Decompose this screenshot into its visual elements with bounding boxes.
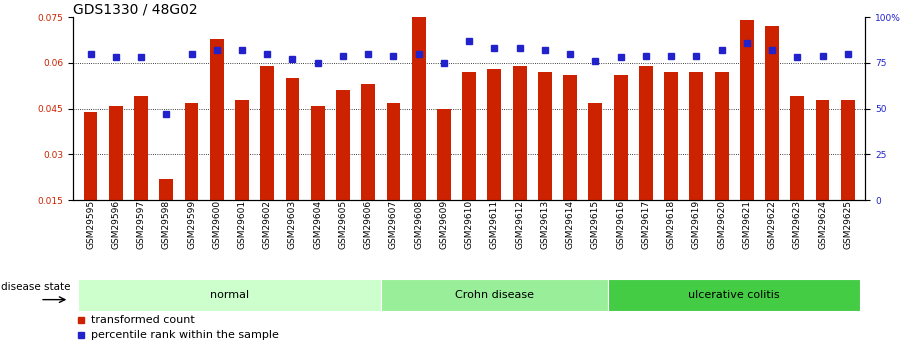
Text: GSM29624: GSM29624 — [818, 200, 827, 249]
Bar — [487, 69, 501, 200]
Bar — [608, 279, 860, 311]
Bar — [664, 72, 678, 200]
Text: GSM29600: GSM29600 — [212, 200, 221, 249]
Bar — [210, 39, 224, 200]
Text: GSM29616: GSM29616 — [616, 200, 625, 249]
Bar — [108, 106, 123, 200]
Text: Crohn disease: Crohn disease — [455, 290, 534, 300]
Text: GDS1330 / 48G02: GDS1330 / 48G02 — [73, 2, 198, 16]
Bar — [714, 72, 729, 200]
Bar — [336, 90, 350, 200]
Text: GSM29615: GSM29615 — [591, 200, 599, 249]
Bar — [462, 72, 476, 200]
Bar — [513, 66, 527, 200]
Text: ulcerative colitis: ulcerative colitis — [689, 290, 780, 300]
Text: GSM29623: GSM29623 — [793, 200, 802, 249]
Text: GSM29596: GSM29596 — [111, 200, 120, 249]
Bar — [791, 97, 804, 200]
Text: GSM29625: GSM29625 — [844, 200, 853, 249]
Text: GSM29607: GSM29607 — [389, 200, 398, 249]
Bar — [639, 66, 653, 200]
Bar — [362, 84, 375, 200]
Bar — [159, 179, 173, 200]
Bar — [78, 279, 381, 311]
Text: GSM29622: GSM29622 — [768, 200, 776, 249]
Bar — [311, 106, 324, 200]
Text: GSM29611: GSM29611 — [490, 200, 499, 249]
Bar — [185, 102, 199, 200]
Text: GSM29599: GSM29599 — [187, 200, 196, 249]
Text: GSM29606: GSM29606 — [363, 200, 373, 249]
Bar — [412, 17, 425, 200]
Text: GSM29602: GSM29602 — [262, 200, 271, 249]
Bar — [690, 72, 703, 200]
Text: GSM29604: GSM29604 — [313, 200, 322, 249]
Text: GSM29619: GSM29619 — [691, 200, 701, 249]
Bar — [261, 66, 274, 200]
Text: disease state: disease state — [2, 282, 71, 292]
Text: GSM29620: GSM29620 — [717, 200, 726, 249]
Text: GSM29605: GSM29605 — [339, 200, 347, 249]
Bar — [765, 27, 779, 200]
Bar — [740, 20, 753, 200]
Text: transformed count: transformed count — [91, 315, 195, 325]
Text: GSM29598: GSM29598 — [162, 200, 170, 249]
Bar — [84, 112, 97, 200]
Text: GSM29618: GSM29618 — [667, 200, 676, 249]
Text: GSM29595: GSM29595 — [86, 200, 95, 249]
Bar — [589, 102, 602, 200]
Text: percentile rank within the sample: percentile rank within the sample — [91, 331, 279, 340]
Text: GSM29614: GSM29614 — [566, 200, 575, 249]
Bar — [815, 99, 830, 200]
Bar — [614, 75, 628, 200]
Bar — [381, 279, 608, 311]
Bar — [386, 102, 400, 200]
Text: GSM29612: GSM29612 — [515, 200, 524, 249]
Text: GSM29601: GSM29601 — [238, 200, 247, 249]
Text: GSM29609: GSM29609 — [439, 200, 448, 249]
Bar — [285, 78, 300, 200]
Text: GSM29613: GSM29613 — [540, 200, 549, 249]
Text: GSM29621: GSM29621 — [742, 200, 752, 249]
Text: GSM29617: GSM29617 — [641, 200, 650, 249]
Text: GSM29610: GSM29610 — [465, 200, 474, 249]
Bar — [563, 75, 577, 200]
Bar — [538, 72, 552, 200]
Bar — [437, 109, 451, 200]
Bar — [841, 99, 855, 200]
Bar — [134, 97, 148, 200]
Text: normal: normal — [210, 290, 249, 300]
Bar — [235, 99, 249, 200]
Text: GSM29597: GSM29597 — [137, 200, 146, 249]
Text: GSM29608: GSM29608 — [415, 200, 424, 249]
Text: GSM29603: GSM29603 — [288, 200, 297, 249]
